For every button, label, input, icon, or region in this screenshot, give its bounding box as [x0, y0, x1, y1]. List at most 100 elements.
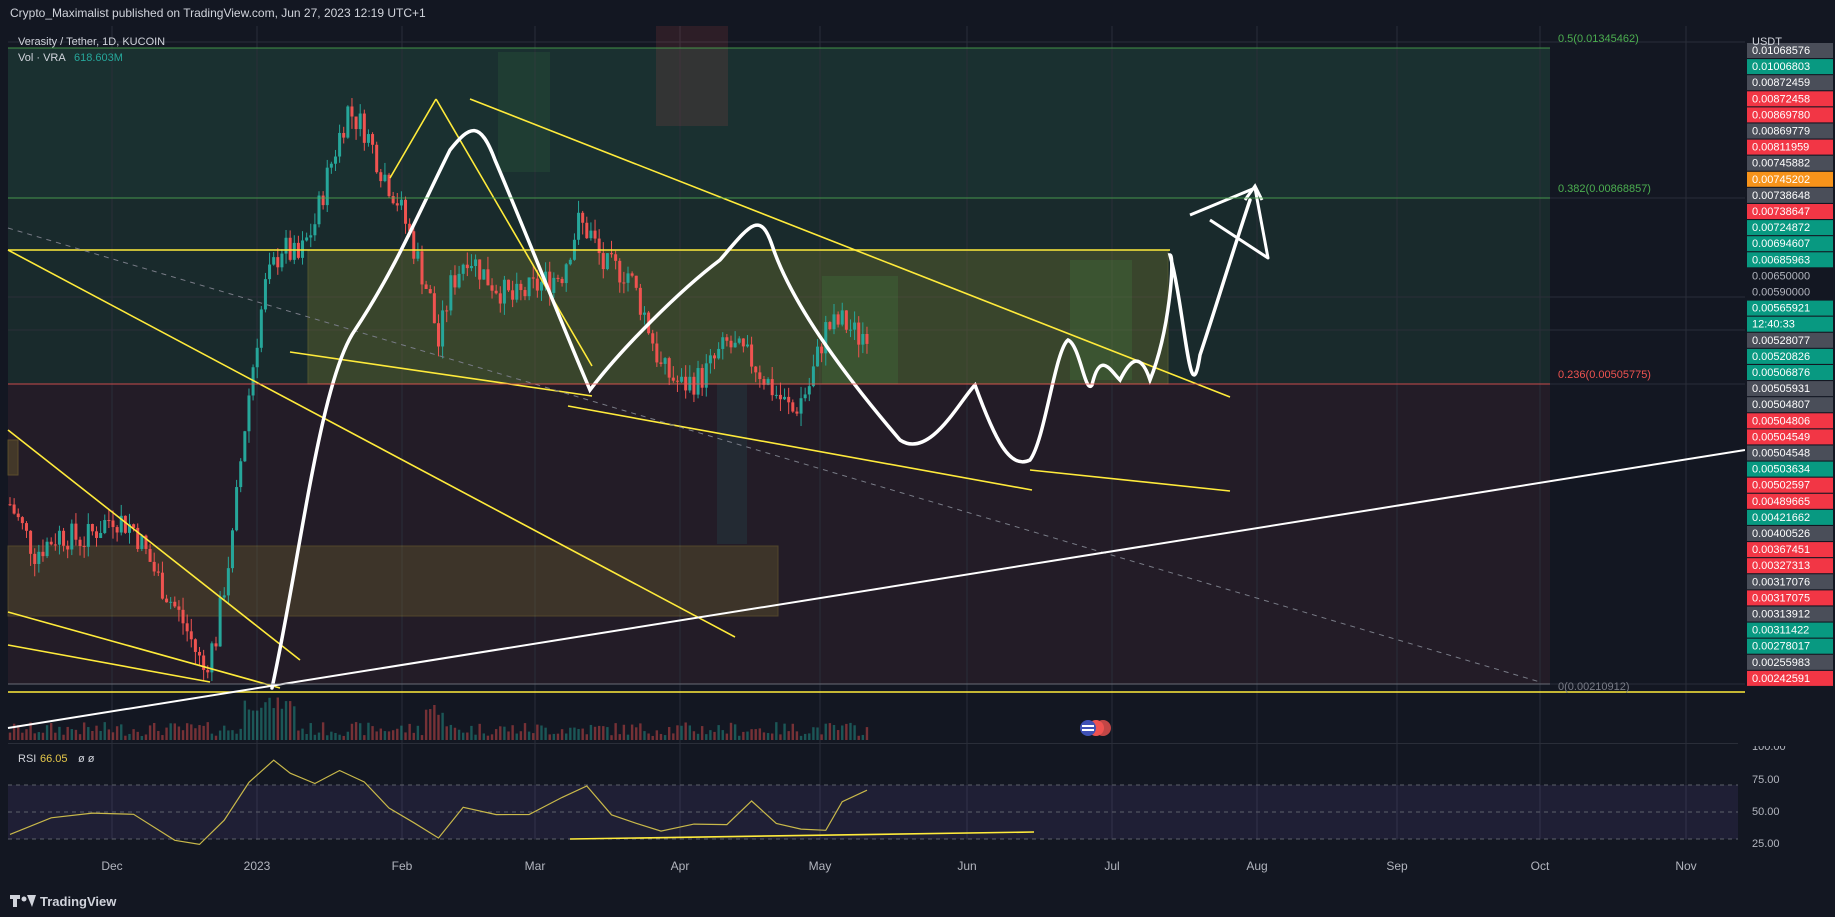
price-label: 0.00313912: [1752, 609, 1810, 621]
price-label: 0.00242591: [1752, 673, 1810, 685]
volume-bar: [350, 723, 354, 740]
fib-label: 0.5(0.01345462): [1558, 33, 1639, 45]
volume-bar: [148, 725, 152, 740]
candle-body: [725, 337, 729, 341]
candle-body: [630, 273, 634, 276]
published-caption: Crypto_Maximalist published on TradingVi…: [10, 6, 426, 20]
price-label: 0.00745882: [1752, 158, 1810, 170]
trendline-down-left: [7, 429, 301, 661]
price-label: 0.00872458: [1752, 93, 1810, 105]
candle-body: [552, 277, 556, 293]
rsi-extra: ø ø: [78, 753, 95, 765]
candle-body: [408, 223, 412, 232]
volume-bar: [132, 729, 135, 740]
volume-bar: [738, 735, 741, 740]
candle-body: [601, 253, 605, 270]
candle-body: [803, 394, 807, 399]
price-label: 0.00255983: [1752, 657, 1810, 669]
candle-body: [634, 275, 638, 288]
volume-bar: [457, 729, 461, 740]
candle-body: [844, 310, 848, 330]
price-label: 0.00505931: [1752, 383, 1810, 395]
volume-bar: [725, 733, 729, 740]
fib-zone-lower: [8, 384, 1550, 684]
candle-body: [548, 271, 552, 293]
candle-body: [519, 283, 523, 291]
candle-body: [103, 520, 107, 533]
price-label: 0.00565921: [1752, 303, 1810, 315]
candle-body: [857, 322, 861, 345]
price-label-bg: [1747, 220, 1833, 236]
us-flag-icon[interactable]: [1080, 720, 1111, 736]
price-label-bg: [1747, 590, 1833, 606]
volume-bar: [597, 725, 601, 740]
volume-bar: [474, 734, 477, 740]
time-tick-label: Nov: [1675, 859, 1696, 873]
fib-label: 0.236(0.00505775): [1558, 369, 1651, 381]
price-scale: 0.01068576 0.01006803 0.00872459 0.00872458…: [1747, 43, 1833, 686]
candle-body: [107, 520, 111, 522]
candle-body: [243, 431, 247, 462]
price-label: 0.00327313: [1752, 560, 1810, 572]
candle-body: [848, 329, 852, 331]
volume-bar: [375, 731, 378, 740]
candle-body: [95, 531, 99, 538]
candle-body: [420, 251, 424, 285]
price-label: 0.00317076: [1752, 576, 1810, 588]
candle-body: [66, 545, 70, 550]
projected-path: [270, 128, 1252, 690]
volume-bar: [742, 731, 745, 740]
candle-body: [622, 282, 626, 284]
volume-bar: [532, 733, 535, 740]
candle-body: [140, 535, 144, 549]
candle-body: [692, 376, 696, 395]
volume-bar: [713, 731, 716, 740]
candle-body: [181, 609, 185, 624]
candle-body: [457, 273, 461, 288]
candle-body: [700, 368, 704, 388]
candle-body: [329, 163, 333, 168]
tradingview-logo-icon[interactable]: [10, 895, 36, 907]
candle-body: [160, 572, 164, 599]
price-label: 0.00367451: [1752, 544, 1810, 556]
price-label: 0.00317075: [1752, 592, 1810, 604]
volume-bar: [12, 723, 16, 740]
volume-bar: [173, 723, 176, 740]
candle-body: [210, 643, 214, 673]
candle-body: [173, 601, 177, 607]
volume-bar: [783, 723, 786, 740]
candle-body: [404, 199, 408, 224]
volume-bar: [260, 707, 263, 740]
price-label-bg: [1747, 558, 1833, 574]
candle-body: [354, 116, 358, 130]
candle-body: [445, 310, 449, 312]
candle-body: [53, 544, 57, 546]
volume-bar: [309, 723, 312, 740]
volume-bar: [527, 731, 531, 740]
volume-bar: [338, 734, 341, 740]
volume-bar: [334, 732, 337, 740]
volume-bar: [21, 732, 24, 740]
candle-body: [774, 394, 778, 396]
volume-bar: [177, 726, 181, 740]
volume-bar: [202, 725, 205, 740]
volume-bar: [321, 722, 325, 740]
candle-body: [156, 571, 160, 573]
volume-bar: [548, 734, 551, 740]
volume-bar: [103, 722, 106, 740]
volume-bar: [391, 730, 395, 740]
time-scale[interactable]: Dec 2023 Feb Mar Apr May Jun Jul Aug Sep Oct Nov: [101, 859, 1696, 873]
volume-bar: [41, 732, 45, 740]
price-label: 0.00745202: [1752, 174, 1810, 186]
volume-bar: [824, 723, 827, 740]
candle-body: [62, 530, 66, 546]
candle-body: [778, 394, 782, 400]
volume-bar: [478, 723, 481, 740]
candle-body: [259, 309, 263, 348]
volume-bar: [50, 723, 53, 740]
candle-body: [717, 348, 721, 359]
volume-bar: [639, 723, 642, 740]
volume-bar: [124, 735, 127, 740]
volume-bar: [210, 733, 214, 740]
